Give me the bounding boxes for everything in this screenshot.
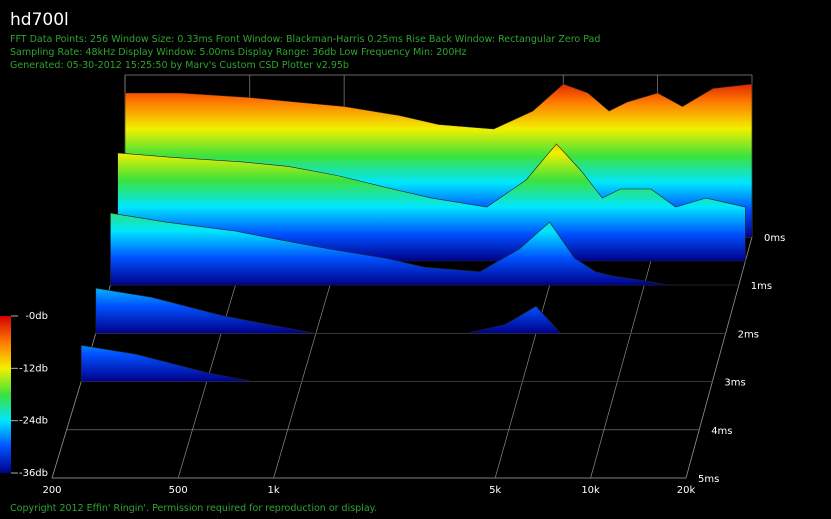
x-tick-label: 10k bbox=[581, 485, 600, 496]
y-tick-label: -36db bbox=[19, 468, 48, 479]
x-tick-label: 500 bbox=[169, 485, 188, 496]
z-tick-label: 5ms bbox=[698, 474, 719, 485]
chart-title: hd700l bbox=[10, 10, 69, 30]
y-tick-label: -0db bbox=[25, 311, 48, 322]
y-tick-label: -12db bbox=[19, 363, 48, 374]
info-line: FFT Data Points: 256 Window Size: 0.33ms… bbox=[10, 34, 600, 45]
z-tick-label: 2ms bbox=[738, 329, 759, 340]
csd-slice bbox=[117, 143, 746, 262]
csd-slice bbox=[110, 212, 739, 286]
z-tick-label: 1ms bbox=[751, 281, 772, 292]
info-line: Sampling Rate: 48kHz Display Window: 5.0… bbox=[10, 47, 467, 58]
x-tick-label: 200 bbox=[42, 485, 61, 496]
color-bar bbox=[0, 316, 11, 473]
z-tick-label: 4ms bbox=[711, 426, 732, 437]
z-tick-label: 0ms bbox=[764, 233, 785, 244]
floor-grid-line bbox=[590, 236, 658, 479]
csd-slice bbox=[80, 344, 713, 382]
floor-grid-line bbox=[685, 236, 753, 479]
x-tick-label: 1k bbox=[267, 485, 279, 496]
z-tick-label: 3ms bbox=[724, 378, 745, 389]
x-tick-label: 20k bbox=[677, 485, 696, 496]
x-tick-label: 5k bbox=[489, 485, 501, 496]
footer: Copyright 2012 Effin' Ringin'. Permissio… bbox=[10, 503, 377, 514]
y-tick-label: -24db bbox=[19, 416, 48, 427]
csd-slice bbox=[95, 287, 726, 334]
info-line: Generated: 05-30-2012 15:25:50 by Marv's… bbox=[10, 60, 349, 71]
